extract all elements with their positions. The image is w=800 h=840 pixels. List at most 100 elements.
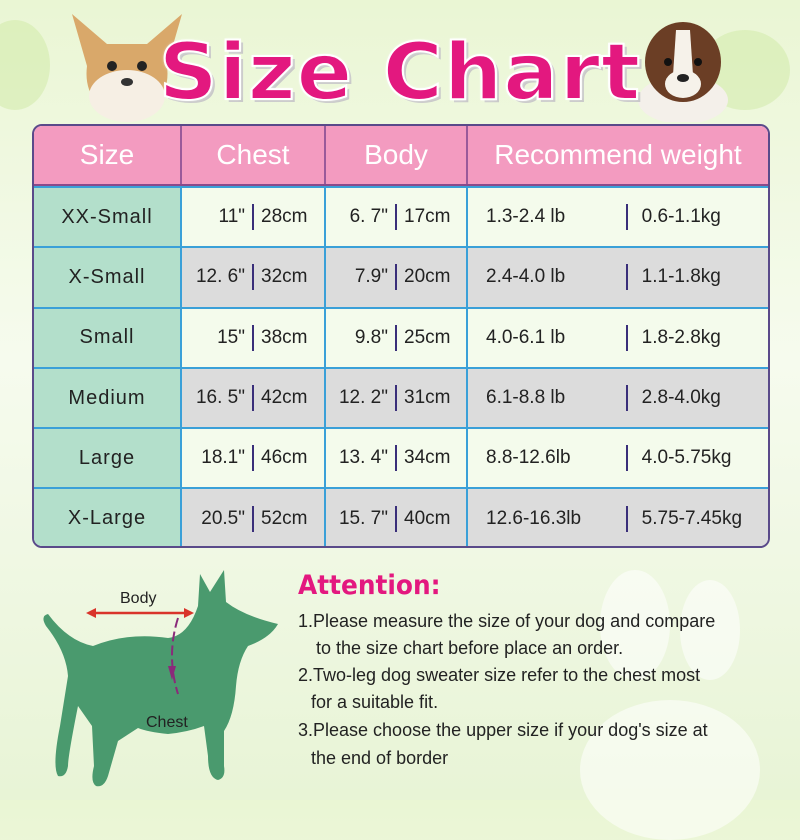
paw-decoration bbox=[600, 570, 670, 680]
weight-value: 8.8-12.6lb bbox=[486, 447, 571, 469]
divider bbox=[625, 204, 628, 231]
table-row: Medium 16. 5" 42cm 12. 2" 31cm 6.1-8.8 lb 2… bbox=[34, 366, 768, 428]
body-value: 7.9" bbox=[354, 266, 388, 288]
chest-cell: 12. 6" 32cm bbox=[180, 248, 324, 307]
divider bbox=[625, 445, 628, 472]
divider bbox=[625, 505, 628, 532]
note-line: 1.Please measure the size of your dog an… bbox=[298, 611, 716, 631]
note-line: the end of border bbox=[311, 748, 449, 768]
weight-cell: 4.0-6.1 lb 1.8-2.8kg bbox=[466, 308, 768, 367]
chest-cell: 11" 28cm bbox=[180, 188, 324, 247]
note-line: 3.Please choose the upper size if your d… bbox=[298, 720, 708, 740]
chest-value: 11" bbox=[218, 206, 245, 228]
weight-cell: 1.3-2.4 lb 0.6-1.1kg bbox=[466, 188, 768, 247]
body-cell: 13. 4" 34cm bbox=[324, 429, 466, 488]
chest-value: 15" bbox=[217, 326, 245, 348]
divider bbox=[625, 385, 628, 412]
weight-metric-value: 2.8-4.0kg bbox=[641, 387, 721, 409]
table-row: XX-Small 11" 28cm 6. 7" 17cm 1.3-2.4 lb 0.6… bbox=[34, 186, 768, 247]
table-row: X-Large 20.5" 52cm 15. 7" 40cm 12.6-16.3lb… bbox=[34, 487, 768, 546]
chest-cell: 18.1" 46cm bbox=[180, 429, 324, 488]
divider bbox=[252, 385, 254, 412]
body-metric-value: 20cm bbox=[404, 266, 451, 288]
divider bbox=[395, 445, 397, 472]
divider bbox=[252, 505, 254, 532]
page-title: Size Chart bbox=[158, 27, 642, 119]
body-metric-value: 25cm bbox=[404, 326, 451, 348]
note-line: for a suitable fit. bbox=[311, 692, 439, 712]
body-cell: 7.9" 20cm bbox=[324, 248, 466, 307]
divider bbox=[395, 385, 397, 412]
weight-value: 12.6-16.3lb bbox=[486, 507, 582, 529]
body-metric-value: 31cm bbox=[404, 387, 451, 409]
size-chart-table: Size Chest Body Recommend weight XX-Smal… bbox=[32, 124, 770, 548]
body-metric-value: 40cm bbox=[404, 507, 451, 529]
dog-silhouette-icon bbox=[43, 570, 278, 787]
chest-metric-value: 38cm bbox=[261, 326, 308, 348]
divider bbox=[395, 324, 397, 351]
body-value: 9.8" bbox=[354, 326, 388, 348]
body-value: 12. 2" bbox=[338, 387, 388, 409]
body-cell: 9.8" 25cm bbox=[324, 308, 466, 367]
chest-metric-value: 28cm bbox=[261, 206, 308, 228]
table-row: X-Small 12. 6" 32cm 7.9" 20cm 2.4-4.0 lb 1.… bbox=[34, 246, 768, 307]
header-chest: Chest bbox=[180, 126, 324, 184]
weight-cell: 8.8-12.6lb 4.0-5.75kg bbox=[466, 429, 768, 488]
weight-cell: 12.6-16.3lb 5.75-7.45kg bbox=[466, 489, 768, 546]
divider bbox=[252, 204, 254, 231]
divider bbox=[625, 324, 628, 351]
table-row: Large 18.1" 46cm 13. 4" 34cm 8.8-12.6lb 4.0… bbox=[34, 427, 768, 488]
body-value: 13. 4" bbox=[338, 447, 388, 469]
puppy-photo bbox=[638, 22, 728, 122]
chihuahua-photo bbox=[72, 14, 182, 122]
chest-cell: 15" 38cm bbox=[180, 308, 324, 367]
body-value: 15. 7" bbox=[338, 507, 388, 529]
divider bbox=[395, 505, 397, 532]
chest-value: 18.1" bbox=[201, 447, 245, 469]
size-cell: X-Small bbox=[34, 248, 180, 307]
size-cell: XX-Small bbox=[34, 188, 180, 247]
weight-value: 1.3-2.4 lb bbox=[486, 206, 566, 228]
weight-value: 4.0-6.1 lb bbox=[486, 326, 566, 348]
body-metric-value: 34cm bbox=[404, 447, 451, 469]
header-weight: Recommend weight bbox=[466, 126, 768, 184]
body-cell: 15. 7" 40cm bbox=[324, 489, 466, 546]
divider bbox=[252, 324, 254, 351]
weight-value: 6.1-8.8 lb bbox=[486, 387, 566, 409]
divider bbox=[252, 264, 254, 291]
chest-cell: 16. 5" 42cm bbox=[180, 368, 324, 428]
chest-metric-value: 52cm bbox=[261, 507, 308, 529]
body-value: 6. 7" bbox=[349, 206, 388, 228]
chest-label: Chest bbox=[146, 714, 188, 731]
divider bbox=[252, 445, 254, 472]
weight-metric-value: 1.8-2.8kg bbox=[641, 326, 721, 348]
divider bbox=[395, 264, 397, 291]
chest-metric-value: 42cm bbox=[261, 387, 308, 409]
weight-cell: 6.1-8.8 lb 2.8-4.0kg bbox=[466, 368, 768, 428]
table-row: Small 15" 38cm 9.8" 25cm 4.0-6.1 lb 1.8-2.8… bbox=[34, 306, 768, 367]
chest-value: 16. 5" bbox=[195, 387, 245, 409]
body-cell: 12. 2" 31cm bbox=[324, 368, 466, 428]
chest-cell: 20.5" 52cm bbox=[180, 489, 324, 546]
header-size: Size bbox=[79, 139, 135, 170]
note-line: 2.Two-leg dog sweater size refer to the … bbox=[298, 665, 701, 685]
chest-metric-value: 46cm bbox=[261, 447, 308, 469]
size-cell: Large bbox=[34, 429, 180, 488]
weight-cell: 2.4-4.0 lb 1.1-1.8kg bbox=[466, 248, 768, 307]
body-label: Body bbox=[120, 590, 157, 607]
divider bbox=[625, 264, 628, 291]
size-cell: X-Large bbox=[34, 489, 180, 546]
weight-metric-value: 4.0-5.75kg bbox=[641, 447, 732, 469]
header-body: Body bbox=[324, 126, 466, 184]
table-header-row: Size Chest Body Recommend weight bbox=[34, 126, 768, 186]
size-cell: Small bbox=[34, 308, 180, 367]
note-line: to the size chart before place an order. bbox=[316, 638, 624, 658]
weight-metric-value: 0.6-1.1kg bbox=[641, 206, 721, 228]
attention-title: Attention: bbox=[298, 570, 441, 601]
size-cell: Medium bbox=[34, 368, 180, 428]
divider bbox=[395, 204, 397, 231]
body-cell: 6. 7" 17cm bbox=[324, 188, 466, 247]
weight-value: 2.4-4.0 lb bbox=[486, 266, 566, 288]
paw-decoration bbox=[680, 580, 740, 680]
dog-measurement-diagram bbox=[43, 570, 278, 787]
